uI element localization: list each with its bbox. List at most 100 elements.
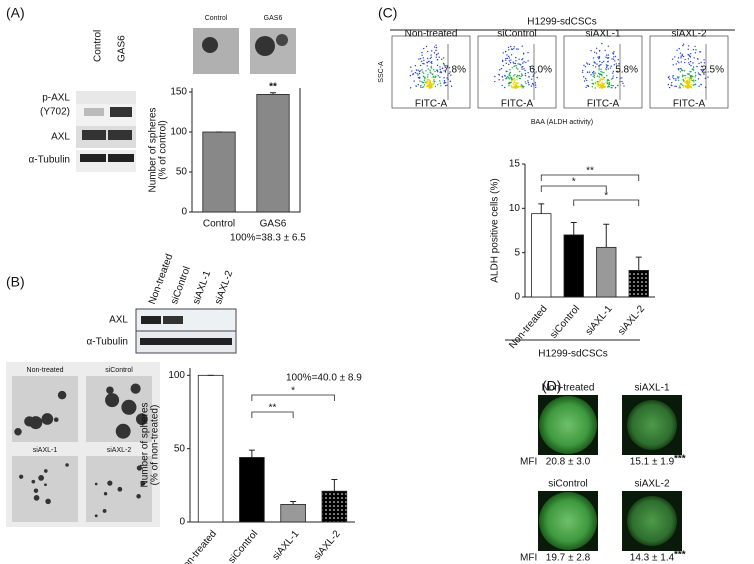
plot-name: Non-treated bbox=[405, 29, 458, 40]
sphere bbox=[117, 486, 123, 492]
event bbox=[522, 85, 524, 88]
event bbox=[513, 62, 515, 65]
sphere bbox=[255, 36, 275, 56]
event bbox=[425, 70, 427, 72]
event bbox=[680, 61, 683, 63]
event bbox=[517, 85, 520, 88]
event bbox=[449, 80, 452, 83]
event bbox=[510, 48, 513, 50]
event bbox=[433, 81, 436, 83]
event bbox=[605, 54, 608, 56]
event bbox=[521, 84, 523, 86]
event bbox=[610, 65, 612, 67]
x-tick-label: Non-treated bbox=[507, 304, 549, 352]
event bbox=[435, 44, 437, 46]
event bbox=[528, 76, 530, 78]
sphere bbox=[539, 396, 597, 454]
event bbox=[605, 56, 607, 58]
x-tick-label: Non-treated bbox=[177, 529, 219, 564]
flow-plot bbox=[477, 35, 557, 109]
plot-name: siAXL-2 bbox=[671, 29, 706, 40]
event bbox=[428, 81, 430, 83]
event bbox=[603, 78, 605, 80]
bracket bbox=[540, 185, 607, 192]
event bbox=[690, 85, 692, 88]
event bbox=[442, 62, 445, 65]
event bbox=[684, 58, 686, 61]
event bbox=[505, 78, 507, 80]
event bbox=[586, 63, 589, 65]
event bbox=[615, 63, 617, 65]
event bbox=[692, 75, 694, 78]
error-bar bbox=[635, 256, 642, 271]
event bbox=[521, 68, 523, 70]
event bbox=[450, 74, 452, 76]
event bbox=[522, 53, 525, 55]
event bbox=[439, 71, 441, 74]
event bbox=[593, 75, 596, 77]
x-group-label: H1299-sdCSCs bbox=[538, 349, 607, 360]
lane-label: siControl bbox=[169, 265, 193, 306]
event bbox=[692, 69, 695, 71]
event bbox=[598, 49, 601, 52]
event bbox=[609, 67, 612, 69]
event bbox=[531, 82, 534, 85]
event bbox=[424, 78, 426, 80]
event bbox=[443, 81, 446, 84]
event bbox=[426, 50, 429, 53]
event bbox=[439, 68, 441, 71]
event bbox=[678, 47, 680, 50]
event bbox=[506, 70, 508, 73]
axis-label: SSC-A bbox=[378, 61, 385, 83]
event bbox=[591, 86, 594, 88]
plot-name: siAXL-1 bbox=[585, 29, 620, 40]
event bbox=[518, 70, 521, 73]
row-label: α-Tubulin bbox=[86, 337, 128, 348]
event bbox=[678, 87, 680, 89]
event bbox=[422, 86, 425, 88]
event bbox=[601, 61, 603, 64]
event bbox=[602, 60, 605, 63]
significance: * bbox=[291, 386, 295, 397]
event bbox=[602, 84, 605, 86]
event bbox=[693, 57, 695, 59]
event bbox=[534, 84, 537, 86]
event bbox=[621, 77, 623, 79]
event bbox=[423, 63, 425, 65]
panel-label: (D) bbox=[542, 378, 561, 394]
event bbox=[527, 82, 530, 84]
lane-label: GAS6 bbox=[117, 35, 128, 62]
event bbox=[517, 63, 519, 65]
event bbox=[436, 59, 439, 61]
axis bbox=[191, 88, 301, 213]
panel-label: (C) bbox=[378, 5, 397, 21]
error-bar bbox=[538, 203, 545, 214]
y-tick-label: 15 bbox=[509, 159, 521, 170]
sphere bbox=[135, 413, 148, 426]
event bbox=[442, 57, 445, 59]
event bbox=[677, 60, 679, 63]
event bbox=[680, 83, 683, 85]
event bbox=[601, 42, 603, 45]
sphere bbox=[106, 386, 114, 395]
event bbox=[599, 78, 601, 81]
event bbox=[421, 54, 423, 56]
event bbox=[418, 71, 421, 73]
event bbox=[420, 85, 422, 87]
band bbox=[80, 154, 106, 162]
event bbox=[422, 47, 425, 50]
band bbox=[108, 130, 132, 140]
event bbox=[508, 49, 510, 51]
sphere bbox=[121, 399, 137, 415]
x-tick-label: GAS6 bbox=[260, 219, 287, 230]
event bbox=[680, 68, 683, 70]
event bbox=[682, 78, 684, 81]
event bbox=[440, 70, 442, 73]
event bbox=[692, 49, 695, 51]
event bbox=[607, 79, 610, 81]
y-axis-label: (% of non-treated) bbox=[150, 405, 161, 486]
event bbox=[677, 57, 680, 59]
event bbox=[429, 80, 431, 82]
error-bar bbox=[331, 478, 338, 492]
x-tick-label: siAXL-1 bbox=[584, 303, 615, 337]
